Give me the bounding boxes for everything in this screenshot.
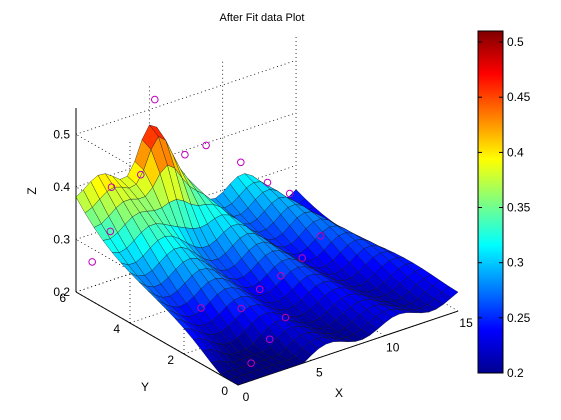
z-tick-label: 0.4: [53, 180, 70, 194]
y-tick-label: 0: [221, 384, 228, 398]
colorbar-tick-label: 0.5: [507, 35, 524, 49]
data-point-marker: [197, 304, 205, 312]
data-point-marker: [181, 150, 189, 159]
data-point-markers: [88, 95, 325, 368]
axes-box: 0 5 10 15 0 2 4 60.2 0.3 0.4 0.5: [53, 34, 473, 404]
chart-title: After Fit data Plot: [220, 12, 305, 24]
data-point-marker: [107, 183, 116, 191]
data-point-marker: [247, 359, 255, 368]
data-point-marker: [285, 189, 294, 198]
z-tick-label: 0.2: [53, 285, 70, 299]
data-point-marker: [263, 178, 272, 187]
data-point-marker: [88, 258, 96, 266]
z-axis-label: Z: [25, 187, 39, 194]
y-axis-label: Y: [141, 380, 149, 394]
data-point-marker: [255, 285, 264, 294]
y-axis-line: [75, 291, 239, 386]
colorbar-tick-label: 0.3: [507, 256, 524, 270]
data-point-marker: [298, 254, 307, 262]
grid-line-z-back: [75, 59, 297, 135]
colorbar-ticks: 0.2 0.25 0.3 0.35 0.4 0.45 0.5: [478, 35, 531, 380]
data-point-marker: [316, 232, 325, 240]
x-tick-label: 5: [316, 365, 323, 379]
z-tick-label: 0.5: [53, 127, 70, 141]
y-tick-label: 4: [113, 322, 120, 336]
data-point-marker: [137, 170, 145, 179]
data-point-marker: [237, 304, 245, 313]
data-point-marker: [265, 335, 274, 344]
z-tick-label: 0.3: [53, 232, 70, 246]
colorbar-tick-label: 0.45: [507, 90, 531, 104]
y-tick-label: 2: [167, 353, 174, 367]
axis-ticks: 0 5 10 15 0 2 4 60.2 0.3 0.4 0.5: [53, 127, 473, 404]
data-point-marker: [277, 272, 285, 280]
x-tick-label: 15: [459, 316, 473, 330]
x-axis-label: X: [335, 386, 343, 400]
y-tick-label: 6: [59, 291, 66, 305]
data-point-marker: [106, 227, 115, 236]
colorbar-tick-label: 0.2: [507, 366, 524, 380]
colorbar-tick-label: 0.35: [507, 201, 531, 215]
colorbar: 0.2 0.25 0.3 0.35 0.4 0.45 0.5: [477, 30, 531, 380]
grid-line-z-back: [75, 112, 297, 188]
data-point-marker: [151, 95, 159, 104]
colorbar-gradient: [477, 30, 504, 374]
colorbar-tick-label: 0.25: [507, 311, 531, 325]
surface-mesh: [75, 124, 459, 386]
data-point-marker: [237, 158, 245, 167]
x-tick-label: 0: [243, 390, 250, 404]
surface-patch: [228, 377, 246, 386]
colorbar-tick-label: 0.4: [507, 145, 524, 159]
data-point-marker: [281, 313, 290, 322]
x-tick-label: 10: [386, 341, 400, 355]
data-point-marker: [202, 141, 210, 150]
